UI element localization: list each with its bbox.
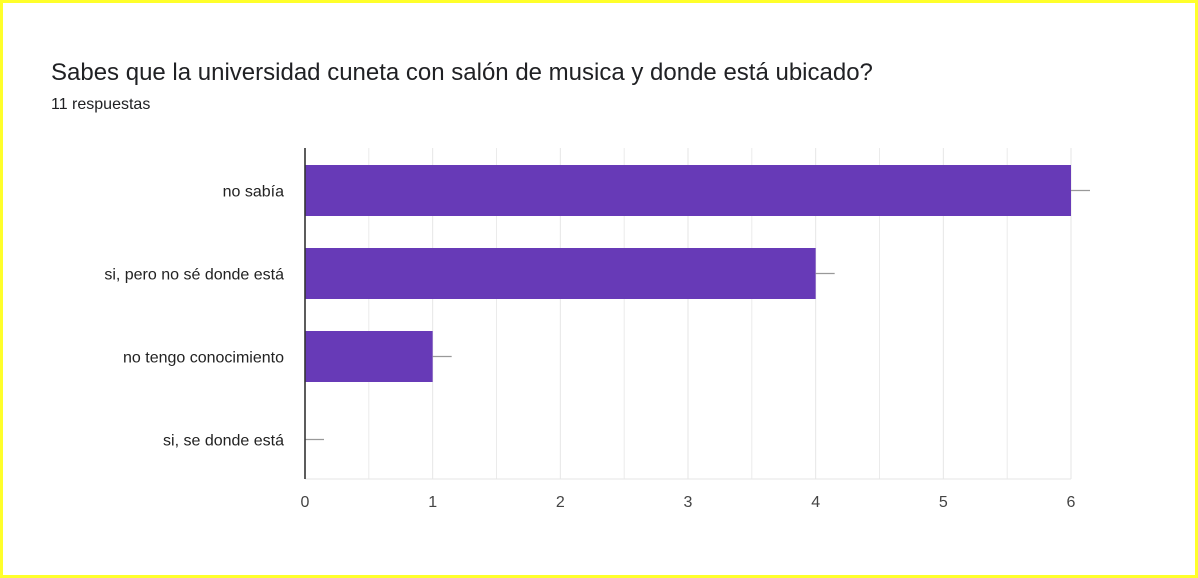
category-label: no tengo conocimiento bbox=[123, 350, 284, 367]
bar bbox=[305, 248, 816, 299]
x-tick-label: 4 bbox=[811, 494, 820, 511]
category-label: no sabía bbox=[223, 184, 284, 201]
x-tick-label: 1 bbox=[428, 494, 437, 511]
chart-title: Sabes que la universidad cuneta con saló… bbox=[51, 59, 873, 86]
x-tick-label: 3 bbox=[684, 494, 693, 511]
response-count: 11 respuestas bbox=[51, 96, 151, 113]
x-tick-label: 6 bbox=[1067, 494, 1076, 511]
bar bbox=[305, 331, 433, 382]
category-label: si, pero no sé donde está bbox=[104, 267, 284, 284]
category-label: si, se donde está bbox=[163, 433, 284, 450]
bar bbox=[305, 165, 1071, 216]
x-tick-label: 5 bbox=[939, 494, 948, 511]
x-tick-label: 0 bbox=[301, 494, 310, 511]
x-tick-label: 2 bbox=[556, 494, 565, 511]
